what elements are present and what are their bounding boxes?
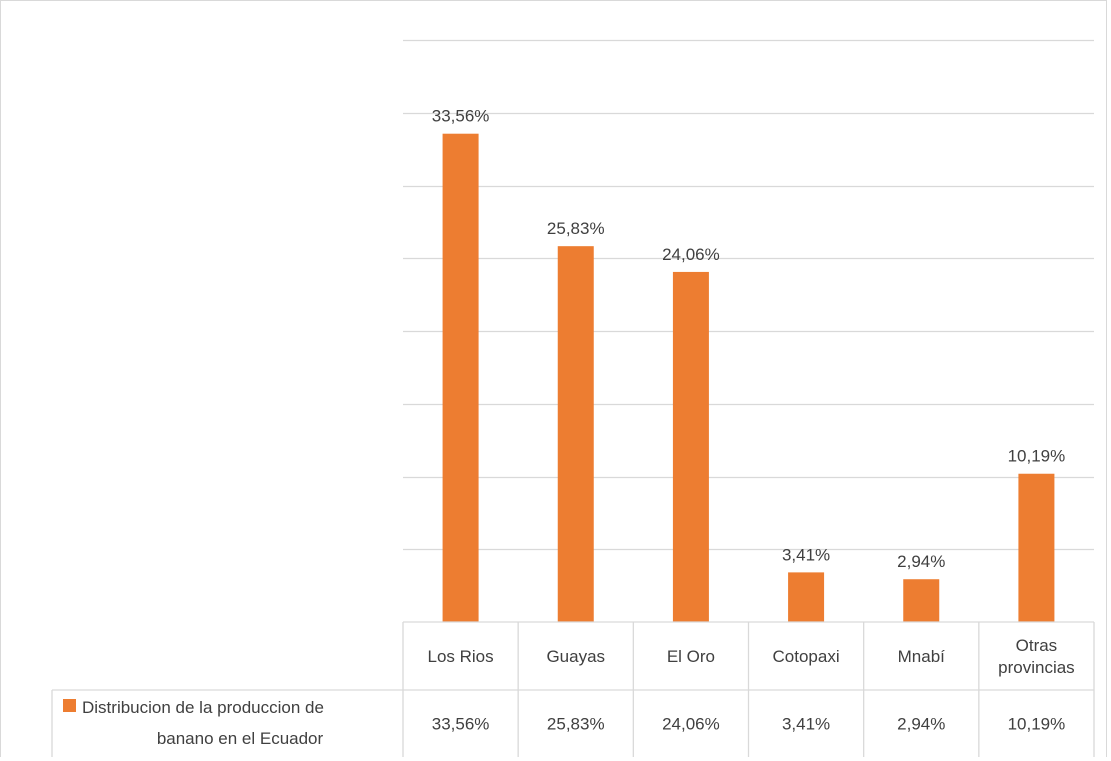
table-value: 3,41%	[782, 715, 830, 734]
bar	[788, 572, 825, 622]
data-label: 10,19%	[1008, 447, 1066, 466]
category-label: Mnabí	[898, 647, 946, 666]
data-table: Los Rios Guayas El Oro Cotopaxi Mnabí Otras pr…	[51, 621, 1095, 757]
bar	[672, 271, 709, 622]
category-label: Cotopaxi	[773, 647, 840, 666]
category-label: Los Rios	[428, 647, 494, 666]
data-label: 3,41%	[782, 545, 830, 564]
bars	[442, 133, 1055, 622]
bar	[557, 246, 594, 622]
category-label: Otras provincias	[998, 636, 1075, 677]
data-label: 24,06%	[662, 245, 720, 264]
bar	[442, 133, 479, 622]
gridlines	[403, 39, 1094, 551]
legend-key	[63, 699, 76, 712]
series-name: Distribucion de la produccion de banano e…	[82, 698, 324, 748]
data-labels: 33,56% 25,83% 24,06% 3,41% 2,94% 10,19%	[432, 107, 1066, 572]
data-label: 33,56%	[432, 107, 490, 126]
category-label: Guayas	[546, 647, 605, 666]
table-value: 2,94%	[897, 715, 945, 734]
table-value: 25,83%	[547, 715, 605, 734]
category-label: El Oro	[667, 647, 715, 666]
data-label: 25,83%	[547, 219, 605, 238]
bar	[1018, 473, 1055, 622]
data-label: 2,94%	[897, 552, 945, 571]
table-value: 10,19%	[1008, 715, 1066, 734]
table-value: 24,06%	[662, 715, 720, 734]
table-value: 33,56%	[432, 715, 490, 734]
bar	[903, 579, 940, 622]
